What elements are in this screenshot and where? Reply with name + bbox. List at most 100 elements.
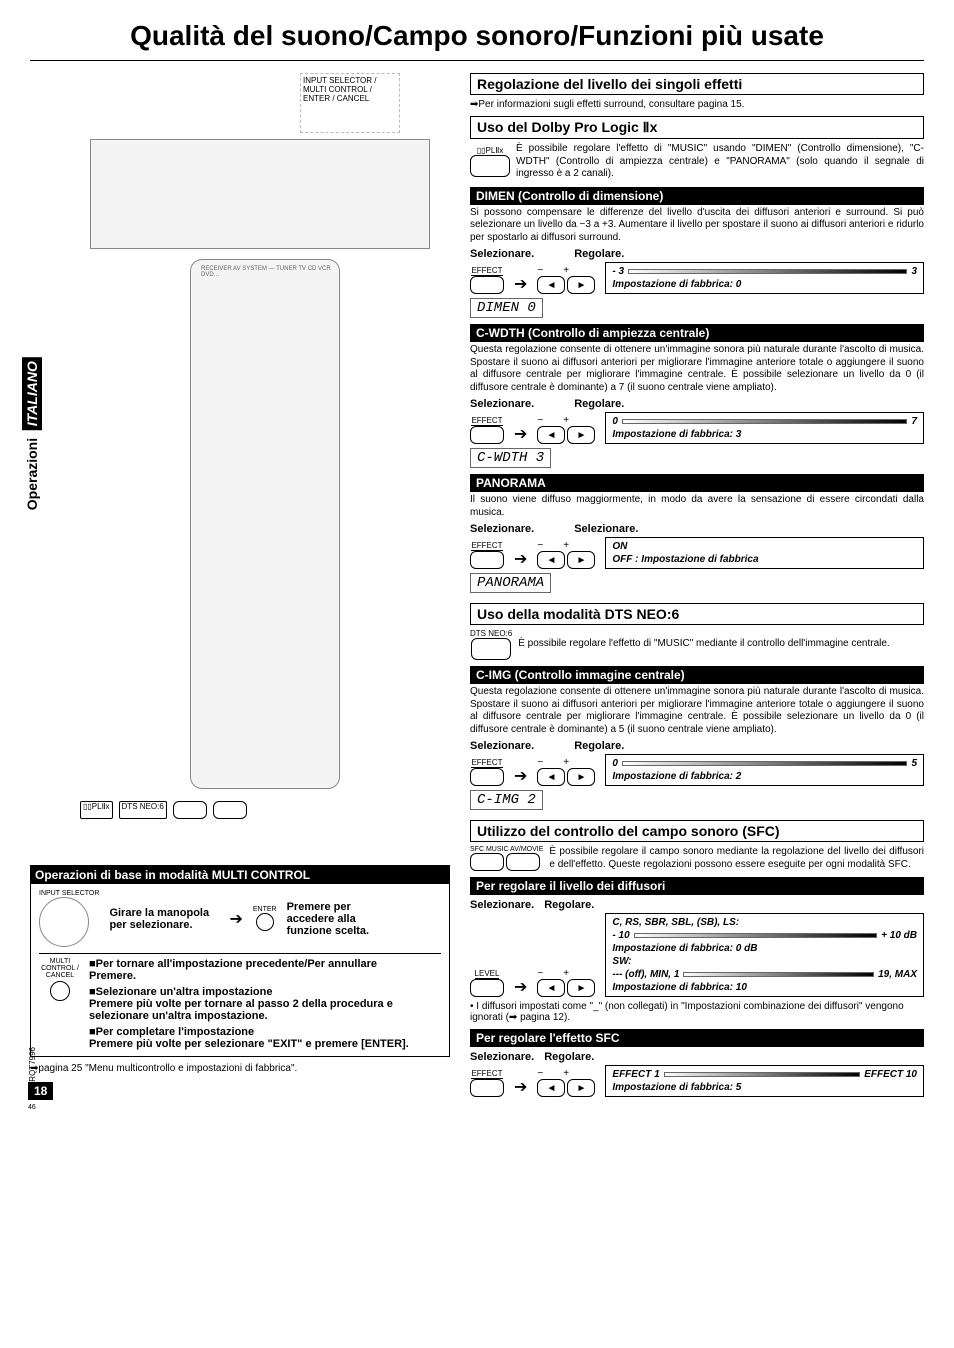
cimg-body: Questa regolazione consente di ottenere … — [470, 686, 924, 736]
dimen-body: Si possono compensare le differenze del … — [470, 207, 924, 245]
cimg-max: 5 — [911, 757, 917, 770]
mode-btn-icon — [213, 801, 247, 819]
range-bar-icon — [683, 972, 874, 977]
right-button-icon[interactable]: ► — [567, 551, 595, 569]
dimen-max: 3 — [911, 265, 917, 278]
dimen-min: - 3 — [612, 265, 624, 278]
main-columns: Operazioni ITALIANO INPUT SELECTOR / MUL… — [30, 73, 924, 1101]
label-selezionare: Selezionare. — [470, 248, 534, 260]
sfc-effect-range-box: EFFECT 1 EFFECT 10 Impostazione di fabbr… — [605, 1065, 924, 1097]
side-tab-ops: Operazioni — [24, 438, 40, 510]
right-button-icon[interactable]: ► — [567, 1079, 595, 1097]
ops-sub1-h: ■Per tornare all'impostazione precedente… — [89, 958, 441, 970]
sfc-effect-sel-reg: Selezionare. Regolare. — [470, 1051, 924, 1063]
remote-caption: RECEIVER AV SYSTEM — TUNER TV CD VCR DVD… — [201, 266, 339, 278]
effect-button-block: EFFECT — [470, 416, 504, 444]
sfc-avmovie-button-icon — [506, 853, 540, 871]
effect-button-icon[interactable] — [470, 276, 504, 294]
range-bar-icon — [634, 933, 878, 938]
effect-button-block: EFFECT — [470, 1069, 504, 1097]
plus-minus-group: −+ ◄ ► — [537, 415, 595, 444]
sfc-level-sw-label: SW: — [612, 955, 917, 968]
arrow-icon: ➔ — [514, 1077, 527, 1097]
page-number: 18 — [28, 1082, 53, 1100]
ops-sub2-b: Premere più volte per tornare al passo 2… — [89, 998, 441, 1022]
label-regolare: Regolare. — [544, 1051, 594, 1063]
cwdth-max: 7 — [911, 415, 917, 428]
sfc-sw-max: 19, MAX — [878, 968, 917, 981]
page-number-block: RQT7996 18 46 — [28, 1047, 53, 1111]
page-title: Qualità del suono/Campo sonoro/Funzioni … — [30, 20, 924, 52]
effect-button-block: EFFECT — [470, 541, 504, 569]
right-button-icon[interactable]: ► — [567, 768, 595, 786]
level-button-icon[interactable] — [470, 979, 504, 997]
dimen-display: DIMEN 0 — [470, 298, 543, 318]
side-tab: Operazioni ITALIANO — [24, 353, 40, 510]
side-tab-lang: ITALIANO — [22, 357, 42, 430]
dimen-default: Impostazione di fabbrica: 0 — [612, 278, 917, 291]
neo6-button-icon — [471, 638, 511, 660]
sfc-level-min: - 10 — [612, 929, 629, 942]
ops-sub3-b: Premere più volte per selezionare "EXIT"… — [89, 1038, 441, 1050]
mode-icons-row: ▯▯PLⅡx DTS NEO:6 — [80, 801, 450, 819]
input-selector-knob-icon — [39, 897, 89, 947]
left-button-icon[interactable]: ◄ — [537, 768, 565, 786]
sfc-intro-row: SFC MUSIC AV/MOVIE È possibile regolare … — [470, 846, 924, 871]
dimen-title: DIMEN (Controllo di dimensione) — [470, 187, 924, 205]
range-bar-icon — [622, 761, 907, 766]
cimg-range-box: 0 5 Impostazione di fabbrica: 2 — [605, 754, 924, 786]
multi-control-ops-box: Operazioni di base in modalità MULTI CON… — [30, 865, 450, 1057]
dimen-sel-reg: Selezionare. Regolare. — [470, 248, 924, 260]
device-knob-diagram: INPUT SELECTOR / MULTI CONTROL / ENTER /… — [300, 73, 400, 133]
effect-caption: EFFECT — [471, 1069, 502, 1079]
effect-caption: EFFECT — [471, 416, 502, 426]
left-button-icon[interactable]: ◄ — [537, 551, 565, 569]
label-selezionare-2: Selezionare. — [574, 523, 638, 535]
range-bar-icon — [664, 1072, 861, 1077]
right-button-icon[interactable]: ► — [567, 979, 595, 997]
plii-intro-row: ▯▯PLⅡx È possibile regolare l'effetto di… — [470, 143, 924, 181]
arrow-icon: ➔ — [514, 977, 527, 997]
left-button-icon[interactable]: ◄ — [537, 1079, 565, 1097]
label-regolare: Regolare. — [544, 899, 594, 911]
label-selezionare: Selezionare. — [470, 523, 534, 535]
plii-intro-text: È possibile regolare l'effetto di "MUSIC… — [516, 143, 924, 181]
ops-footnote: ➡pagina 25 "Menu multicontrollo e impost… — [30, 1063, 450, 1074]
mode-btn-icon — [173, 801, 207, 819]
effect-button-icon[interactable] — [470, 768, 504, 786]
right-button-icon[interactable]: ► — [567, 426, 595, 444]
left-button-icon[interactable]: ◄ — [537, 979, 565, 997]
arrow-icon: ➔ — [514, 549, 527, 569]
sfc-level-default2: Impostazione di fabbrica: 10 — [612, 981, 917, 994]
sfc-intro-text: È possibile regolare il campo sonoro med… — [549, 846, 924, 871]
plus-minus-group: −+ ◄ ► — [537, 968, 595, 997]
right-button-icon[interactable]: ► — [567, 276, 595, 294]
label-regolare: Regolare. — [574, 740, 624, 752]
receiver-front-diagram — [90, 139, 430, 249]
cimg-min: 0 — [612, 757, 618, 770]
effect-button-icon[interactable] — [470, 426, 504, 444]
cwdth-range-box: 0 7 Impostazione di fabbrica: 3 — [605, 412, 924, 444]
arrow-icon: ➔ — [229, 909, 242, 929]
panorama-range-box: ON OFF : Impostazione di fabbrica — [605, 537, 924, 569]
neo6-icon-label: DTS NEO:6 — [470, 629, 512, 638]
neo6-intro-row: DTS NEO:6 È possibile regolare l'effetto… — [470, 629, 924, 660]
sfc-eff-min: EFFECT 1 — [612, 1068, 659, 1081]
panorama-display: PANORAMA — [470, 573, 551, 593]
cwdth-title: C-WDTH (Controllo di ampiezza centrale) — [470, 324, 924, 342]
panorama-body: Il suono viene diffuso maggiormente, in … — [470, 494, 924, 519]
sec-effects-intro: ➡Per informazioni sugli effetti surround… — [470, 99, 924, 110]
effect-button-icon[interactable] — [470, 1079, 504, 1097]
effect-button-icon[interactable] — [470, 551, 504, 569]
sfc-music-button-icon — [470, 853, 504, 871]
arrow-icon: ➔ — [514, 766, 527, 786]
left-button-icon[interactable]: ◄ — [537, 426, 565, 444]
sfc-level-default1: Impostazione di fabbrica: 0 dB — [612, 942, 917, 955]
neo6-intro-text: È possibile regolare l'effetto di "MUSIC… — [518, 638, 924, 651]
left-button-icon[interactable]: ◄ — [537, 276, 565, 294]
panorama-on: ON — [612, 540, 917, 553]
panorama-title: PANORAMA — [470, 474, 924, 492]
panorama-controls: EFFECT ➔ −+ ◄ ► ON OFF : Impostazione di… — [470, 537, 924, 569]
title-rule — [30, 60, 924, 61]
plii-icon: ▯▯PLⅡx — [80, 801, 113, 819]
